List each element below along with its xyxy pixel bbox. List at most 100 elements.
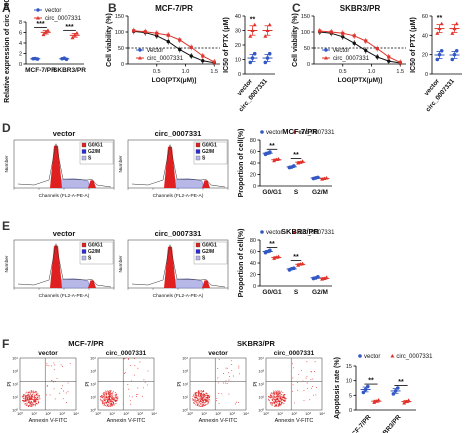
event-dot bbox=[32, 398, 34, 400]
event-dot bbox=[196, 405, 198, 407]
event-dot bbox=[306, 382, 308, 384]
event-dot bbox=[278, 394, 280, 395]
event-dot bbox=[196, 397, 198, 399]
event-dot bbox=[130, 400, 131, 402]
data-point-circ bbox=[43, 29, 48, 34]
y-axis-label: IC50 of PTX (μM) bbox=[410, 17, 417, 73]
event-dot bbox=[279, 399, 281, 401]
event-dot bbox=[271, 392, 273, 394]
x-tick-label: 10¹ bbox=[277, 412, 283, 416]
event-dot bbox=[103, 401, 105, 403]
event-dot bbox=[274, 396, 276, 398]
event-dot bbox=[104, 398, 106, 400]
event-dot bbox=[280, 397, 282, 399]
event-dot bbox=[111, 404, 112, 406]
legend-marker-circ bbox=[292, 230, 297, 234]
event-dot bbox=[109, 390, 111, 392]
x-axis-label: Channels (FL2-A-PE-A) bbox=[39, 293, 90, 299]
series-line-circ bbox=[319, 30, 401, 63]
event-dot bbox=[124, 358, 126, 360]
event-dot bbox=[201, 394, 203, 396]
event-dot bbox=[53, 381, 54, 383]
event-dot bbox=[29, 402, 31, 404]
event-dot bbox=[24, 395, 26, 397]
event-dot bbox=[198, 392, 200, 394]
event-dot bbox=[123, 358, 125, 360]
legend-label: S bbox=[202, 256, 206, 262]
event-dot bbox=[106, 399, 108, 401]
legend-label: vector bbox=[147, 48, 163, 54]
g0g1-peak bbox=[164, 246, 176, 288]
event-dot bbox=[128, 358, 130, 360]
event-dot bbox=[32, 403, 34, 405]
y-tick-label: 8 bbox=[19, 20, 22, 26]
event-dot bbox=[282, 392, 284, 394]
event-dot bbox=[280, 395, 282, 397]
y-tick-label: 0 bbox=[238, 72, 241, 78]
event-dot bbox=[34, 391, 36, 393]
event-dot bbox=[209, 399, 211, 401]
data-point-vector bbox=[166, 39, 170, 44]
event-dot bbox=[209, 397, 211, 399]
plot-frame bbox=[19, 357, 77, 411]
y-tick-label: 0 bbox=[253, 184, 256, 190]
series-line-vector bbox=[319, 31, 401, 64]
data-point-circ bbox=[272, 158, 277, 163]
event-dot bbox=[27, 402, 29, 404]
event-dot bbox=[31, 398, 33, 400]
legend-swatch bbox=[81, 255, 87, 261]
legend-label: vector bbox=[45, 8, 61, 14]
legend-label: circ_0007331 bbox=[45, 16, 82, 22]
y-tick-label: 5 bbox=[349, 393, 352, 399]
event-dot bbox=[218, 392, 220, 394]
event-dot bbox=[280, 400, 282, 402]
event-dot bbox=[238, 367, 240, 369]
event-dot bbox=[105, 397, 107, 399]
event-dot bbox=[107, 394, 109, 396]
significance-mark: ** bbox=[250, 16, 256, 23]
y-tick-label: 0 bbox=[253, 284, 256, 290]
event-dot bbox=[195, 395, 197, 397]
event-dot bbox=[278, 404, 279, 406]
event-dot bbox=[28, 398, 30, 400]
significance-mark: ** bbox=[293, 152, 299, 159]
event-dot bbox=[106, 398, 108, 400]
event-dot bbox=[110, 394, 112, 395]
event-dot bbox=[46, 365, 48, 367]
event-dot bbox=[204, 402, 206, 404]
event-dot bbox=[130, 365, 132, 366]
x-tick-label: 10¹ bbox=[109, 412, 115, 416]
series-line-vector bbox=[133, 30, 215, 64]
event-dot bbox=[65, 402, 67, 404]
event-dot bbox=[107, 402, 109, 404]
event-dot bbox=[273, 395, 275, 397]
series-line-circ bbox=[133, 30, 215, 63]
event-dot bbox=[27, 400, 29, 402]
event-dot bbox=[56, 378, 58, 380]
event-dot bbox=[127, 384, 129, 386]
event-dot bbox=[38, 396, 40, 398]
event-dot bbox=[279, 393, 281, 395]
event-dot bbox=[199, 392, 201, 394]
event-dot bbox=[101, 396, 103, 398]
event-dot bbox=[284, 394, 286, 396]
y-tick-label: 100 bbox=[115, 30, 124, 36]
data-point-circ bbox=[296, 263, 301, 267]
event-dot bbox=[292, 384, 294, 386]
event-dot bbox=[108, 400, 110, 402]
event-dot bbox=[194, 399, 196, 401]
data-point-vector bbox=[391, 392, 396, 396]
event-dot bbox=[218, 402, 220, 404]
event-dot bbox=[193, 395, 195, 397]
event-dot bbox=[297, 389, 299, 391]
event-dot bbox=[104, 396, 106, 398]
legend-marker-vector bbox=[36, 8, 40, 12]
x-tick-label: 10³ bbox=[137, 412, 143, 416]
event-dot bbox=[26, 396, 28, 398]
event-dot bbox=[200, 404, 201, 406]
event-dot bbox=[269, 396, 271, 398]
event-dot bbox=[124, 373, 126, 375]
event-dot bbox=[207, 400, 209, 402]
g0g1-peak bbox=[50, 245, 62, 288]
event-dot bbox=[225, 367, 227, 369]
